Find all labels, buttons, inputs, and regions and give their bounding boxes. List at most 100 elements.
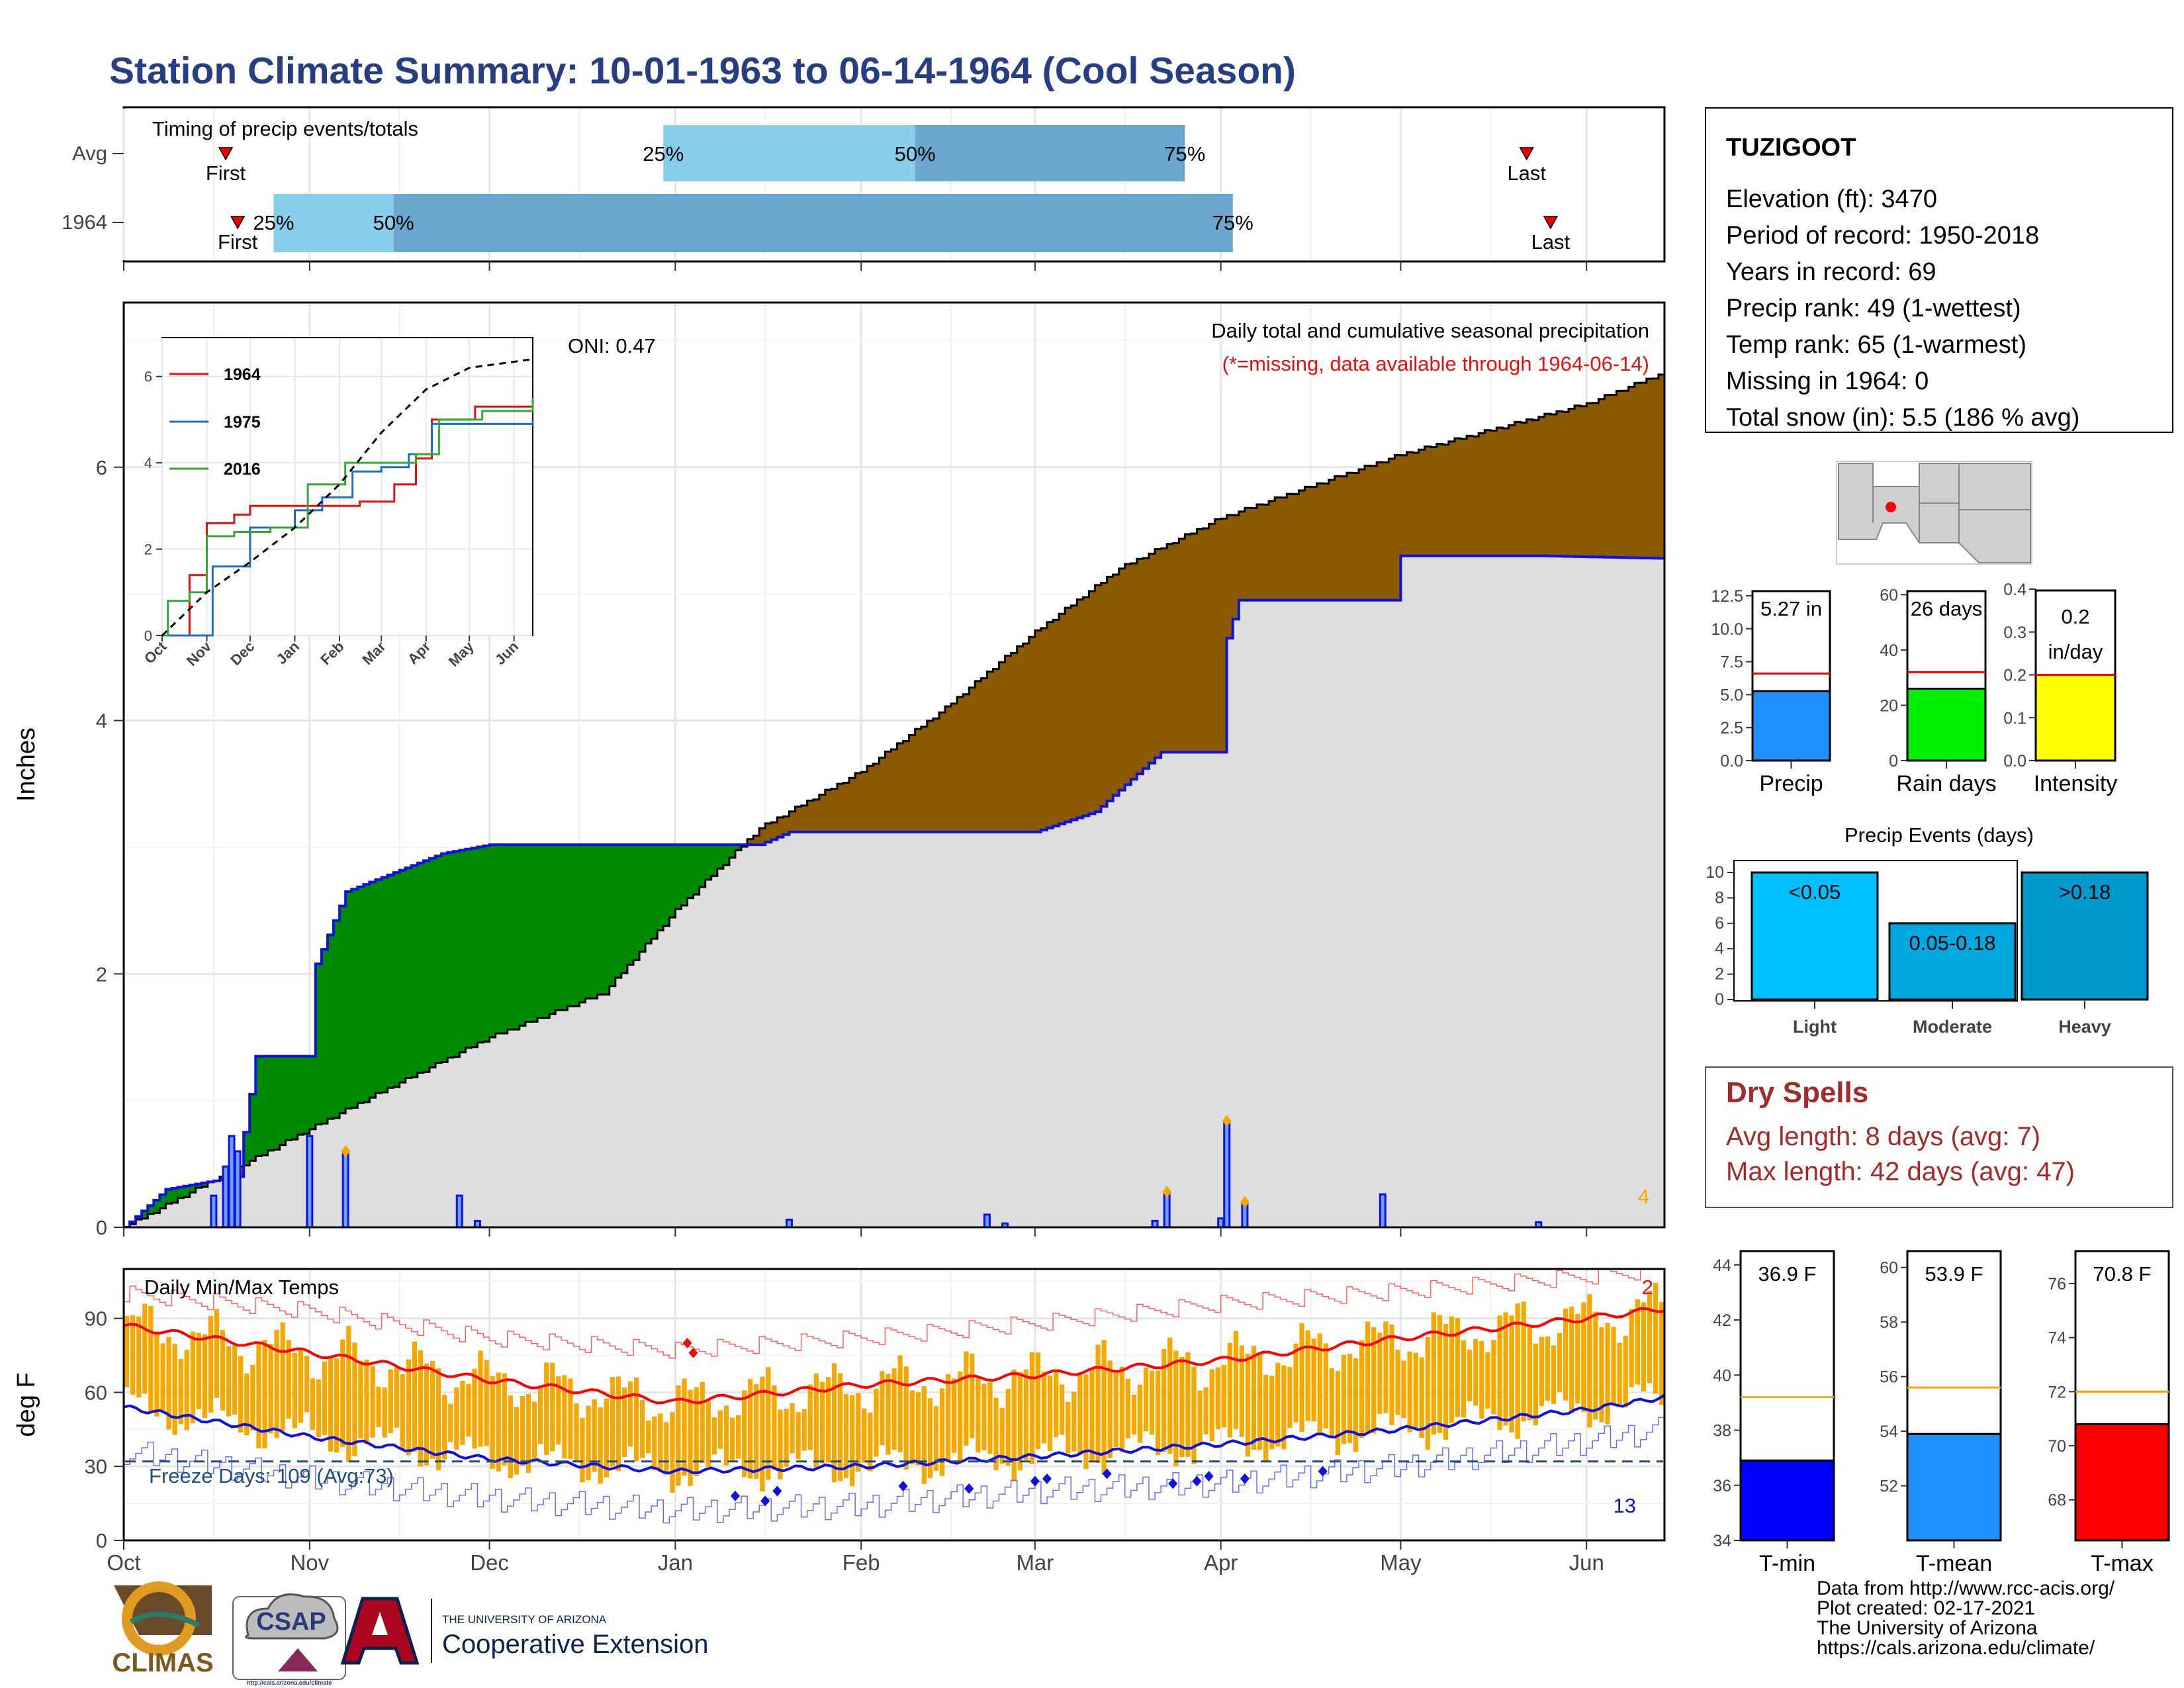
daily-temp-bar	[862, 1408, 867, 1463]
mini-y-tick-label: 2.5	[1720, 719, 1743, 737]
daily-temp-bar	[286, 1340, 291, 1419]
mini-temp-y-tick-label: 36	[1713, 1477, 1731, 1495]
daily-temp-bar	[160, 1343, 165, 1411]
record-low-marker	[730, 1490, 740, 1501]
daily-temp-bar	[711, 1417, 717, 1455]
daily-temp-bar	[1287, 1367, 1293, 1429]
mini-temp-y-tick-label: 72	[2048, 1383, 2066, 1401]
daily-temp-bar	[430, 1360, 435, 1459]
mini-temp-value-label: 70.8 F	[2093, 1262, 2152, 1286]
daily-temp-bar	[886, 1374, 891, 1455]
daily-temp-bar	[915, 1392, 921, 1466]
daily-temp-bar	[1545, 1336, 1551, 1401]
daily-temp-bar	[1083, 1374, 1089, 1470]
timing-bar-25-50	[663, 125, 915, 181]
daily-temp-bar	[790, 1403, 795, 1454]
daily-temp-bar	[964, 1351, 969, 1446]
daily-temp-bar	[1539, 1336, 1545, 1406]
daily-temp-bar	[1215, 1367, 1220, 1430]
mini-temp-y-tick-label: 60	[1880, 1259, 1898, 1278]
daily-temp-bar	[1323, 1343, 1328, 1429]
daily-precip-bar	[306, 1135, 314, 1227]
daily-temp-bar	[1137, 1384, 1143, 1443]
daily-temp-bar	[939, 1388, 945, 1476]
dry-spells-title: Dry Spells	[1726, 1076, 1868, 1109]
daily-temp-bar	[154, 1331, 159, 1417]
record-high-marker	[688, 1347, 698, 1358]
precip-ylabel: Inches	[13, 727, 40, 802]
daily-temp-bar	[1437, 1315, 1443, 1433]
daily-temp-bar	[1389, 1324, 1394, 1425]
daily-temp-bar	[694, 1387, 699, 1477]
daily-temp-bar	[364, 1360, 369, 1444]
record-low-marker	[1030, 1476, 1040, 1487]
daily-temp-bar	[525, 1393, 531, 1474]
daily-temp-bar	[627, 1382, 633, 1447]
timing-bar-25-50	[273, 194, 394, 252]
mini-y-tick-label: 20	[1880, 696, 1898, 715]
inset-avg-line	[161, 358, 533, 637]
daily-temp-bar	[1479, 1340, 1484, 1419]
y-tick-label: 30	[85, 1455, 107, 1478]
daily-temp-bar	[232, 1345, 238, 1415]
daily-temp-bar	[1461, 1340, 1467, 1418]
daily-temp-bar	[1635, 1299, 1640, 1385]
daily-temp-bar	[1329, 1368, 1334, 1438]
event-bar-light	[1751, 871, 1879, 1001]
daily-temp-bar	[268, 1344, 273, 1434]
daily-temp-bar	[220, 1330, 226, 1411]
last-marker	[1543, 216, 1559, 230]
daily-temp-bar	[1281, 1365, 1287, 1450]
first-label: First	[218, 230, 258, 254]
daily-temp-bar	[1263, 1375, 1269, 1461]
precip-events-bars: 0 2 4 6 8 10 <0.05 Light 0.05-0.18 Moderate >0.18 H…	[1706, 863, 2149, 1037]
daily-temp-bar	[927, 1398, 933, 1479]
mini-y-tick-label: 40	[1880, 641, 1898, 660]
credit-line: https://cals.arizona.edu/climate/	[1817, 1637, 2095, 1659]
daily-temp-bar	[1113, 1370, 1118, 1448]
daily-temp-bar	[574, 1403, 579, 1461]
daily-temp-bar	[868, 1412, 873, 1472]
daily-temp-bar	[1089, 1368, 1095, 1462]
daily-temp-bar	[664, 1422, 669, 1475]
daily-temp-bar	[760, 1376, 765, 1492]
daily-temp-bar	[1407, 1351, 1412, 1432]
daily-precip-bar	[1379, 1193, 1387, 1227]
daily-temp-bar	[742, 1390, 747, 1477]
daily-temp-bar	[1377, 1333, 1383, 1414]
daily-temp-bar	[1629, 1309, 1634, 1387]
daily-temp-bar	[999, 1407, 1005, 1464]
daily-temp-bar	[340, 1339, 345, 1448]
daily-temp-bar	[1467, 1349, 1473, 1401]
daily-temp-bar	[586, 1405, 591, 1481]
csap-url: http://cals.arizona.edu/climate	[247, 1679, 332, 1686]
station-info-box: TUZIGOOT Elevation (ft): 3470 Period of …	[1705, 107, 2173, 433]
cumulative-fill-gray	[124, 555, 1664, 1227]
record-low-marker	[1042, 1473, 1052, 1484]
daily-temp-bar	[1383, 1321, 1388, 1413]
daily-temp-bar	[1335, 1371, 1341, 1456]
events-y-tick-label: 8	[1715, 888, 1724, 907]
daily-temp-bar	[562, 1375, 567, 1459]
timing-bar-50-75	[393, 194, 1233, 252]
mini-temp-y-tick-label: 40	[1713, 1366, 1731, 1385]
avg-max-line	[124, 1307, 1664, 1405]
daily-precip-bar	[1223, 1119, 1231, 1227]
mini-temp-y-tick-label: 44	[1713, 1256, 1731, 1275]
daily-precip-bar	[473, 1219, 481, 1227]
daily-temp-bar	[598, 1407, 603, 1484]
daily-temp-bar	[897, 1355, 903, 1452]
daily-temp-bar	[1221, 1364, 1226, 1428]
daily-temp-bar	[921, 1386, 927, 1484]
daily-temp-bar	[1491, 1340, 1496, 1415]
daily-temp-bar	[633, 1377, 639, 1462]
daily-temp-bar	[442, 1395, 447, 1460]
daily-temp-bar	[208, 1316, 214, 1413]
mini-temp-bar-t-min	[1739, 1459, 1835, 1542]
daily-temp-bar	[568, 1378, 573, 1459]
percent-label: 75%	[1212, 211, 1253, 234]
daily-temp-bar	[1509, 1315, 1514, 1432]
precip-panel: 0 2 4 6 Inches ONI: 0.47 Daily total and cu…	[13, 301, 1666, 1239]
daily-temp-bar	[466, 1383, 471, 1437]
daily-temp-bar	[358, 1360, 363, 1439]
